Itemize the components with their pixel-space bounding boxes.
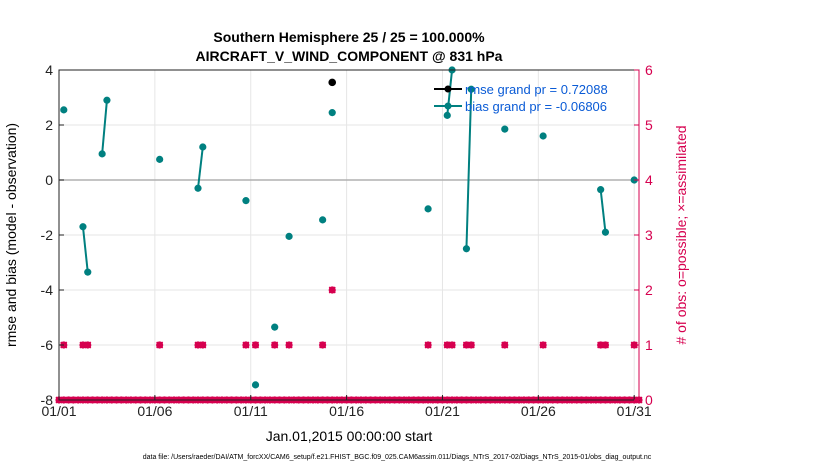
bias-point [539,132,547,140]
y-left-tick-label: -8 [41,392,54,408]
chart-subtitle: AIRCRAFT_V_WIND_COMPONENT @ 831 hPa [196,48,503,64]
bias-line [599,189,607,233]
bias-line [101,100,108,154]
x-tick-label: 01/26 [521,403,556,419]
bias-point [601,228,610,236]
bias-line [81,226,89,273]
bias-point [156,155,164,163]
y-left-tick-label: -4 [41,282,54,298]
x-axis: 01/01 01/06 01/11 01/16 01/21 01/26 01/31 [41,395,652,419]
obs-cross [539,341,547,349]
y-axis-left-label: rmse and bias (model - observation) [3,123,19,347]
obs-cross [448,341,456,349]
legend: rmse grand pr = 0.72088 bias grand pr = … [434,82,608,114]
bias-point [98,150,106,158]
obs-cross [467,341,475,349]
y-axis-right-label: # of obs: o=possible; ×=assimilated [673,125,689,344]
rmse-series [328,78,337,87]
bias-series [60,66,638,389]
bias-point [501,125,509,133]
bias-point [271,323,279,331]
bias-line [197,146,204,189]
bias-point [597,186,605,194]
bias-point [84,268,92,276]
bias-point [424,205,432,213]
bias-point [199,143,207,151]
y-right-tick-label: 1 [645,337,653,353]
x-tick-label: 01/11 [234,403,268,419]
y-right-tick-label: 0 [645,392,653,408]
x-axis-label: Jan.01,2015 00:00:00 start [266,428,433,444]
y-left-tick-label: 0 [45,172,53,188]
obs-cross [251,341,260,349]
bias-point [443,111,451,119]
obs-cross [199,341,207,349]
y-axis-right: 0 1 2 3 4 5 6 [634,62,653,408]
x-tick-label: 01/01 [41,403,76,419]
obs-cross [271,341,279,349]
bias-point [194,184,202,192]
y-right-tick-label: 6 [645,62,653,78]
obs-cross [424,341,432,349]
y-right-tick-label: 3 [645,227,653,243]
footnote: data file: /Users/raeder/DAI/ATM_forcXX/… [143,454,652,461]
obs-cross [285,341,293,349]
bias-point [251,381,260,389]
bias-point [319,216,327,224]
bias-point [60,106,68,114]
legend-rmse-marker [444,85,452,93]
obs-cross [501,341,509,349]
x-tick-label: 01/06 [137,403,172,419]
bias-line [465,89,473,249]
bias-point [79,223,87,231]
bias-point [467,85,475,93]
y-axis-left: -8 -6 -4 -2 0 2 4 [41,62,64,408]
obs-cross [242,341,250,349]
rmse-point [328,78,337,87]
x-tick-label: 01/16 [329,403,364,419]
y-right-tick-label: 5 [645,117,653,133]
bias-point [328,109,336,117]
y-left-tick-label: -2 [41,227,54,243]
bias-point [285,232,293,240]
legend-bias-label: bias grand pr = -0.06806 [465,99,607,114]
obs-cross [601,341,609,349]
legend-rmse-label: rmse grand pr = 0.72088 [465,82,608,97]
bias-point [242,197,250,205]
obs-cross [328,286,336,294]
obs-cross [319,341,327,349]
x-tick-label: 01/31 [617,403,652,419]
x-tick-label: 01/21 [425,403,460,419]
legend-bias-marker [444,102,452,110]
obs-cross [84,341,92,349]
y-right-tick-label: 2 [645,282,653,298]
bias-point [103,96,111,104]
y-right-tick-label: 4 [645,172,653,188]
bias-point [462,245,471,253]
chart-title: Southern Hemisphere 25 / 25 = 100.000% [213,29,485,45]
y-left-tick-label: 4 [45,62,53,78]
y-left-tick-label: 2 [45,117,53,133]
y-left-tick-label: -6 [41,337,54,353]
obs-cross [156,341,164,349]
